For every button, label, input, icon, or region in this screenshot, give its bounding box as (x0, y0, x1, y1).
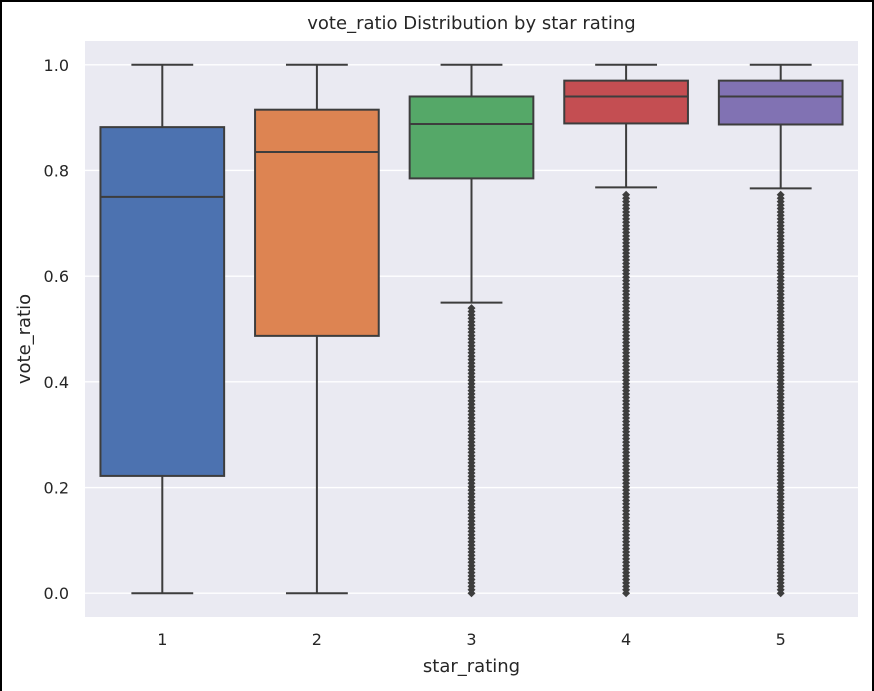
box-iqr (563, 79, 689, 125)
y-tick-label: 0.2 (44, 479, 69, 498)
box-group-5 (717, 63, 844, 598)
outlier-markers (622, 190, 631, 598)
y-tick-labels: 0.0 0.2 0.4 0.6 0.8 1.0 (44, 56, 69, 603)
y-axis-label: vote_ratio (14, 294, 35, 384)
outlier-markers (467, 304, 476, 598)
y-tick-label: 0.4 (44, 373, 69, 392)
box-iqr (717, 79, 844, 126)
x-tick-label: 5 (776, 630, 786, 649)
box-iqr (99, 126, 226, 477)
x-tick-label: 2 (312, 630, 322, 649)
box-group-3 (408, 63, 535, 598)
outlier-marker (776, 190, 785, 199)
box-iqr (408, 95, 535, 180)
outlier-marker (622, 190, 631, 199)
chart-title: vote_ratio Distribution by star rating (307, 13, 635, 34)
boxes (99, 63, 844, 598)
y-tick-label: 0.0 (44, 584, 69, 603)
x-axis-label: star_rating (423, 656, 520, 677)
x-tick-labels: 1 2 3 4 5 (157, 630, 786, 649)
x-tick-label: 3 (466, 630, 476, 649)
x-tick-label: 1 (157, 630, 167, 649)
box-group-4 (563, 63, 689, 598)
box-group-1 (99, 63, 226, 595)
y-tick-label: 0.8 (44, 161, 69, 180)
y-tick-label: 1.0 (44, 56, 69, 75)
y-tick-label: 0.6 (44, 267, 69, 286)
outlier-markers (776, 190, 785, 598)
outlier-marker (467, 304, 476, 313)
box-group-2 (254, 63, 380, 595)
box-iqr (254, 108, 380, 337)
x-tick-label: 4 (621, 630, 631, 649)
